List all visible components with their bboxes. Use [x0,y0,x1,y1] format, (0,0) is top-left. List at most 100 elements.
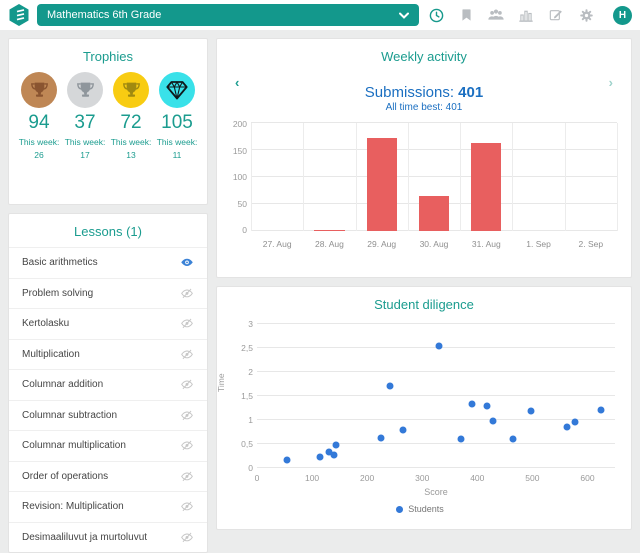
scatter-point [468,400,476,408]
x-tick-label: 500 [525,473,540,483]
gridline [257,371,615,372]
lesson-label: Columnar multiplication [22,440,126,452]
lesson-row[interactable]: Columnar multiplication [9,430,207,461]
y-tick-label: 2,5 [241,343,253,353]
lesson-label: Desimaaliluvut ja murtoluvut [22,531,148,543]
weekly-activity-panel: Weekly activity ‹ › Submissions: 401 All… [216,38,632,278]
bookmark-icon[interactable] [457,6,475,24]
gridline [257,419,615,420]
eye-hidden-icon[interactable] [180,378,194,391]
y-tick-label: 3 [248,319,253,329]
y-tick-label: 2 [248,367,253,378]
bronze-trophy-icon [21,72,57,108]
eye-hidden-icon[interactable] [180,287,194,300]
class-selector-dropdown[interactable]: Mathematics 6th Grade [37,4,419,26]
scatter-point [483,402,491,410]
gridline [251,122,617,123]
x-tick-label: 27. Aug [262,239,292,249]
silver-trophy-icon [67,72,103,108]
y-tick-label: 100 [232,172,247,182]
x-tick-label: 2. Sep [578,239,604,249]
users-group-icon[interactable] [487,6,505,24]
y-tick-label: 1 [248,415,253,426]
previous-week-arrow[interactable]: ‹ [235,75,240,90]
gridline [257,443,615,444]
clock-icon[interactable] [427,6,445,24]
eye-hidden-icon[interactable] [180,500,194,513]
class-selector-value: Mathematics 6th Grade [47,9,162,21]
y-tick-label: 0 [248,463,253,473]
scatter-point [325,448,333,456]
trophy-item: 72 This week: 13 [109,70,153,162]
y-tick-label: 150 [232,145,247,156]
edit-icon[interactable] [547,6,565,24]
eye-hidden-icon[interactable] [180,317,194,330]
x-tick-label: 1. Sep [526,239,551,249]
lesson-list: Basic arithmetics Problem solving Kertolas… [9,247,207,552]
next-week-arrow[interactable]: › [608,75,613,90]
student-diligence-title: Student diligence [374,297,474,312]
lesson-label: Columnar subtraction [22,409,118,421]
lesson-row[interactable]: Multiplication [9,338,207,370]
eye-hidden-icon[interactable] [180,439,194,452]
lesson-row[interactable]: Basic arithmetics [9,247,207,278]
lesson-row[interactable]: Problem solving [9,277,207,309]
lesson-label: Problem solving [22,287,94,299]
gridline [617,123,618,231]
app-logo-icon[interactable] [8,3,30,27]
eye-hidden-icon[interactable] [180,470,194,483]
trophy-week-stat: This week: 13 [110,137,152,160]
gridline [303,123,305,231]
bar-plot-area [251,122,618,231]
lesson-row[interactable]: Desimaaliluvut ja murtoluvut [9,521,207,553]
scatter-point [386,382,394,390]
trophy-week-stat: This week: 17 [64,137,106,160]
right-column: Weekly activity ‹ › Submissions: 401 All… [216,38,632,553]
y-tick-label: 200 [232,119,247,129]
scatter-point [527,407,535,415]
gridline [355,123,357,231]
trophy-count: 105 [161,112,193,133]
weekly-activity-title: Weekly activity [381,49,467,64]
scatter-point [435,342,443,350]
y-tick-label: 0 [242,225,247,235]
trophy-item: 105 This week: 11 [155,70,199,162]
trophies-panel: Trophies 94 This week: 26 37 This week: 17 7… [8,38,208,205]
diligence-scatter-chart: Time 0 0,5 1 1,5 2 2,5 3 0 100 200 300 400 500 600 S… [217,319,617,522]
scatter-point [509,435,517,443]
eye-hidden-icon[interactable] [180,409,194,422]
scatter-point [457,435,465,443]
eye-hidden-icon[interactable] [180,531,194,544]
scatter-x-tick-labels: 0 100 200 300 400 500 600 [255,473,615,484]
scatter-point [283,456,291,464]
x-tick-label: 31. Aug [471,239,501,249]
top-bar-icons: H [427,5,632,25]
settings-gear-icon[interactable] [577,6,595,24]
trophy-count: 37 [74,112,96,133]
lesson-row[interactable]: Revision: Multiplication [9,491,207,522]
main-layout: Trophies 94 This week: 26 37 This week: 17 7… [0,30,640,553]
left-column: Trophies 94 This week: 26 37 This week: 17 7… [8,38,208,553]
lesson-row[interactable]: Columnar subtraction [9,399,207,431]
gridline [460,123,462,231]
trophy-row: 94 This week: 26 37 This week: 17 72 This wee… [9,68,207,162]
submissions-value: 401 [458,84,484,101]
lesson-label: Order of operations [22,470,109,482]
lesson-row[interactable]: Kertolasku [9,308,207,339]
bar-chart-icon[interactable] [517,6,535,24]
x-tick-label: 28. Aug [315,239,344,249]
gridline [251,149,617,150]
diamond-icon [159,72,195,108]
lesson-row[interactable]: Columnar addition [9,369,207,400]
gridline [564,123,566,231]
eye-hidden-icon[interactable] [180,348,194,361]
x-tick-label: 200 [360,473,375,483]
legend-dot-icon [396,505,404,513]
user-avatar[interactable]: H [613,5,632,25]
lesson-row[interactable]: Order of operations [9,460,207,492]
x-tick-label: 30. Aug [419,239,449,249]
bar [471,142,502,231]
eye-visible-icon[interactable] [180,256,194,269]
trophy-item: 94 This week: 26 [17,70,61,162]
lessons-panel: Lessons (1) Basic arithmetics Problem sol… [8,213,208,553]
